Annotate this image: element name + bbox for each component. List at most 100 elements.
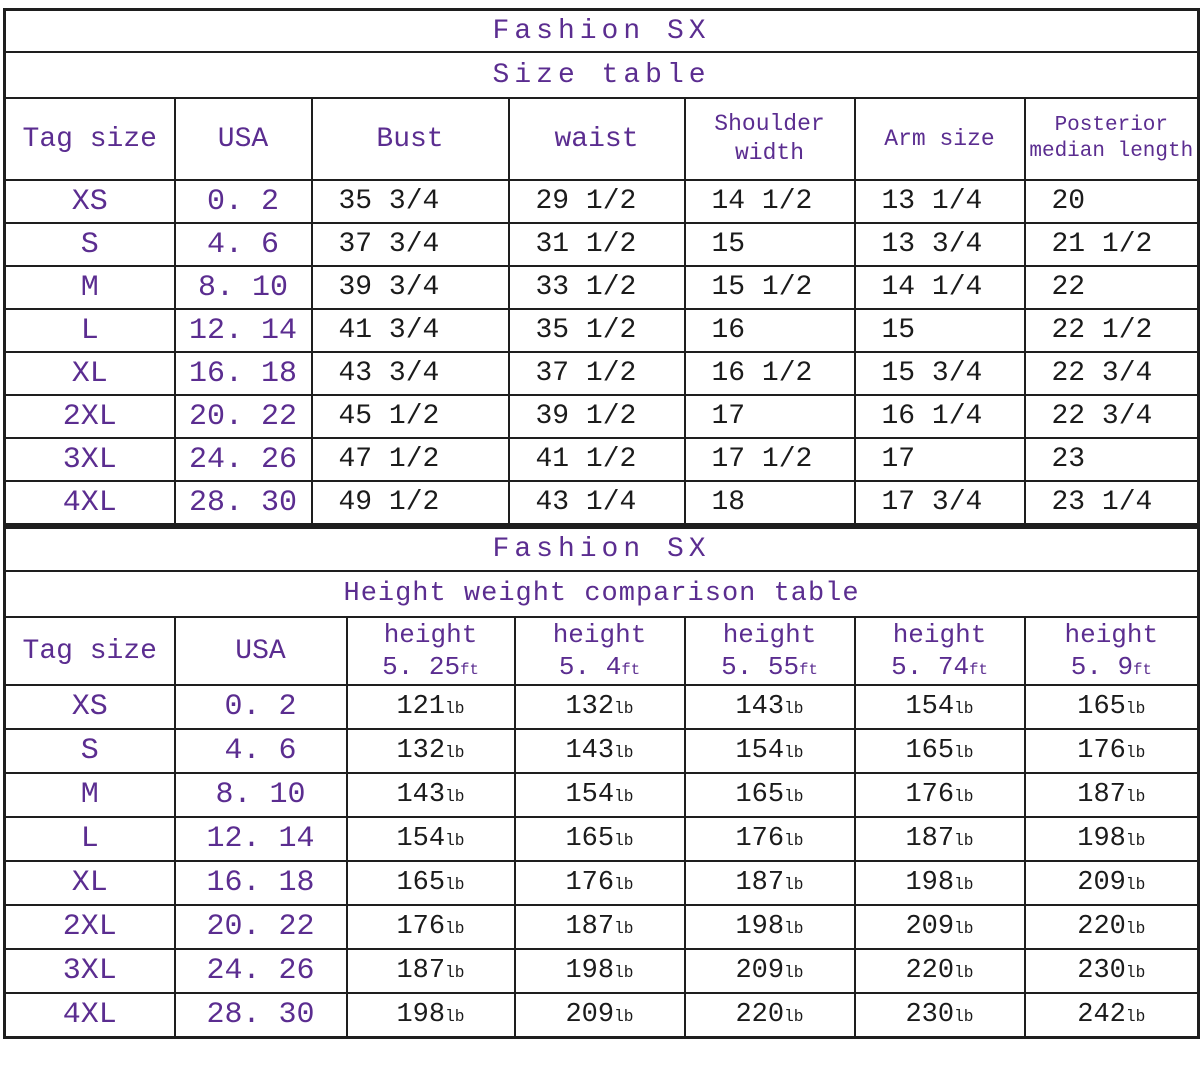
height-weight-table-row-m: M 8. 10 143lb 154lb 165lb 176lb 187lb xyxy=(3,772,1200,818)
weight-value: 187 xyxy=(905,824,955,854)
height-value: 5. 74 xyxy=(891,652,970,682)
height-weight-table-row-3xl: 3XL 24. 26 187lb 198lb 209lb 220lb 230lb xyxy=(3,948,1200,994)
height-value: 5. 4 xyxy=(558,652,622,682)
tag-size-cell: 2XL xyxy=(3,904,176,950)
weight-unit: lb xyxy=(614,964,634,982)
weight-value: 209 xyxy=(565,1000,615,1030)
size-table-header-shoulder-width: Shoulder width xyxy=(683,97,856,181)
weight-value: 187 xyxy=(735,868,785,898)
measurement-cell: 45 1/2 xyxy=(310,394,510,439)
weight-unit: lb xyxy=(954,876,974,894)
weight-value: 198 xyxy=(905,868,955,898)
measurement-cell: 18 xyxy=(683,480,856,526)
tag-size-cell: M xyxy=(3,265,176,310)
size-table-row-4xl: 4XL 28. 30 49 1/2 43 1/4 18 17 3/4 23 1/4 xyxy=(3,480,1200,526)
measurement-cell: 17 3/4 xyxy=(853,480,1026,526)
size-table-subtitle-row: Size table xyxy=(3,51,1200,99)
height-weight-table-header-height-5-9: height 5. 9ft xyxy=(1023,616,1200,686)
height-weight-table-header-height-5-74: height 5. 74ft xyxy=(853,616,1026,686)
measurement-cell: 16 xyxy=(683,308,856,353)
measurement-cell: 23 1/4 xyxy=(1023,480,1200,526)
weight-unit: lb xyxy=(614,832,634,850)
tag-size-cell: L xyxy=(3,816,176,862)
weight-cell: 176lb xyxy=(853,772,1026,818)
height-header-value-line: 5. 74ft xyxy=(857,651,1023,683)
tag-size-cell: XS xyxy=(3,684,176,730)
weight-cell: 154lb xyxy=(683,728,856,774)
size-table-row-l: L 12. 14 41 3/4 35 1/2 16 15 22 1/2 xyxy=(3,308,1200,353)
tag-size-cell: 3XL xyxy=(3,437,176,482)
weight-cell: 176lb xyxy=(683,816,856,862)
weight-cell: 143lb xyxy=(345,772,516,818)
weight-unit: lb xyxy=(614,744,634,762)
usa-size-cell: 0. 2 xyxy=(173,179,313,224)
weight-unit: lb xyxy=(784,832,804,850)
measurement-cell: 15 xyxy=(683,222,856,267)
tag-size-cell: S xyxy=(3,222,176,267)
weight-cell: 209lb xyxy=(513,992,686,1039)
weight-value: 143 xyxy=(396,780,446,810)
weight-value: 132 xyxy=(565,692,615,722)
weight-value: 176 xyxy=(735,824,785,854)
weight-cell: 143lb xyxy=(513,728,686,774)
weight-value: 143 xyxy=(565,736,615,766)
height-header-label: height xyxy=(892,619,987,650)
size-table-row-xs: XS 0. 2 35 3/4 29 1/2 14 1/2 13 1/4 20 xyxy=(3,179,1200,224)
tag-size-cell: XS xyxy=(3,179,176,224)
weight-unit: lb xyxy=(445,832,465,850)
weight-unit: lb xyxy=(1125,876,1146,894)
size-chart-sheet: Fashion SX Size table Tag size USA Bust wai… xyxy=(3,8,1200,1039)
weight-unit: lb xyxy=(445,964,465,982)
height-header-value-line: 5. 9ft xyxy=(1027,651,1197,683)
weight-value: 176 xyxy=(565,868,615,898)
weight-cell: 165lb xyxy=(1023,684,1200,730)
weight-value: 230 xyxy=(905,1000,955,1030)
measurement-cell: 37 1/2 xyxy=(507,351,686,396)
measurement-cell: 41 1/2 xyxy=(507,437,686,482)
tag-size-cell: XL xyxy=(3,351,176,396)
weight-unit: lb xyxy=(954,920,974,938)
header-line: Tag size xyxy=(22,123,157,155)
weight-unit: lb xyxy=(445,744,465,762)
weight-cell: 132lb xyxy=(345,728,516,774)
weight-cell: 165lb xyxy=(345,860,516,906)
measurement-cell: 14 1/4 xyxy=(853,265,1026,310)
weight-cell: 187lb xyxy=(683,860,856,906)
weight-value: 187 xyxy=(396,956,446,986)
measurement-cell: 41 3/4 xyxy=(310,308,510,353)
weight-unit: lb xyxy=(614,1008,634,1026)
weight-unit: lb xyxy=(445,920,465,938)
size-table-title: Fashion SX xyxy=(3,8,1200,53)
weight-cell: 220lb xyxy=(683,992,856,1039)
weight-value: 242 xyxy=(1077,1000,1126,1030)
tag-size-cell: 4XL xyxy=(3,992,176,1039)
weight-value: 220 xyxy=(1077,912,1126,942)
measurement-cell: 49 1/2 xyxy=(310,480,510,526)
height-weight-table-row-l: L 12. 14 154lb 165lb 176lb 187lb 198lb xyxy=(3,816,1200,862)
size-table-header-usa: USA xyxy=(173,97,313,181)
size-table-header-row: Tag size USA Bust waist Shoulder width Arm siz… xyxy=(3,97,1200,181)
weight-cell: 220lb xyxy=(1023,904,1200,950)
tag-size-cell: M xyxy=(3,772,176,818)
weight-unit: lb xyxy=(784,920,804,938)
weight-cell: 154lb xyxy=(513,772,686,818)
measurement-cell: 17 xyxy=(683,394,856,439)
size-table: Fashion SX Size table Tag size USA Bust wai… xyxy=(3,8,1200,526)
weight-cell: 176lb xyxy=(1023,728,1200,774)
height-unit: ft xyxy=(460,661,479,679)
weight-value: 198 xyxy=(396,1000,446,1030)
weight-unit: lb xyxy=(445,876,465,894)
weight-cell: 176lb xyxy=(513,860,686,906)
measurement-cell: 39 3/4 xyxy=(310,265,510,310)
weight-value: 176 xyxy=(905,780,955,810)
weight-value: 209 xyxy=(905,912,955,942)
height-unit: ft xyxy=(969,661,988,679)
weight-value: 121 xyxy=(396,692,446,722)
weight-value: 154 xyxy=(565,780,615,810)
size-table-header-bust: Bust xyxy=(310,97,510,181)
weight-value: 165 xyxy=(1077,692,1126,722)
height-weight-table-header-height-5-25: height 5. 25ft xyxy=(345,616,516,686)
weight-cell: 209lb xyxy=(683,948,856,994)
height-weight-table-row-xl: XL 16. 18 165lb 176lb 187lb 198lb 209lb xyxy=(3,860,1200,906)
tag-size-cell: XL xyxy=(3,860,176,906)
